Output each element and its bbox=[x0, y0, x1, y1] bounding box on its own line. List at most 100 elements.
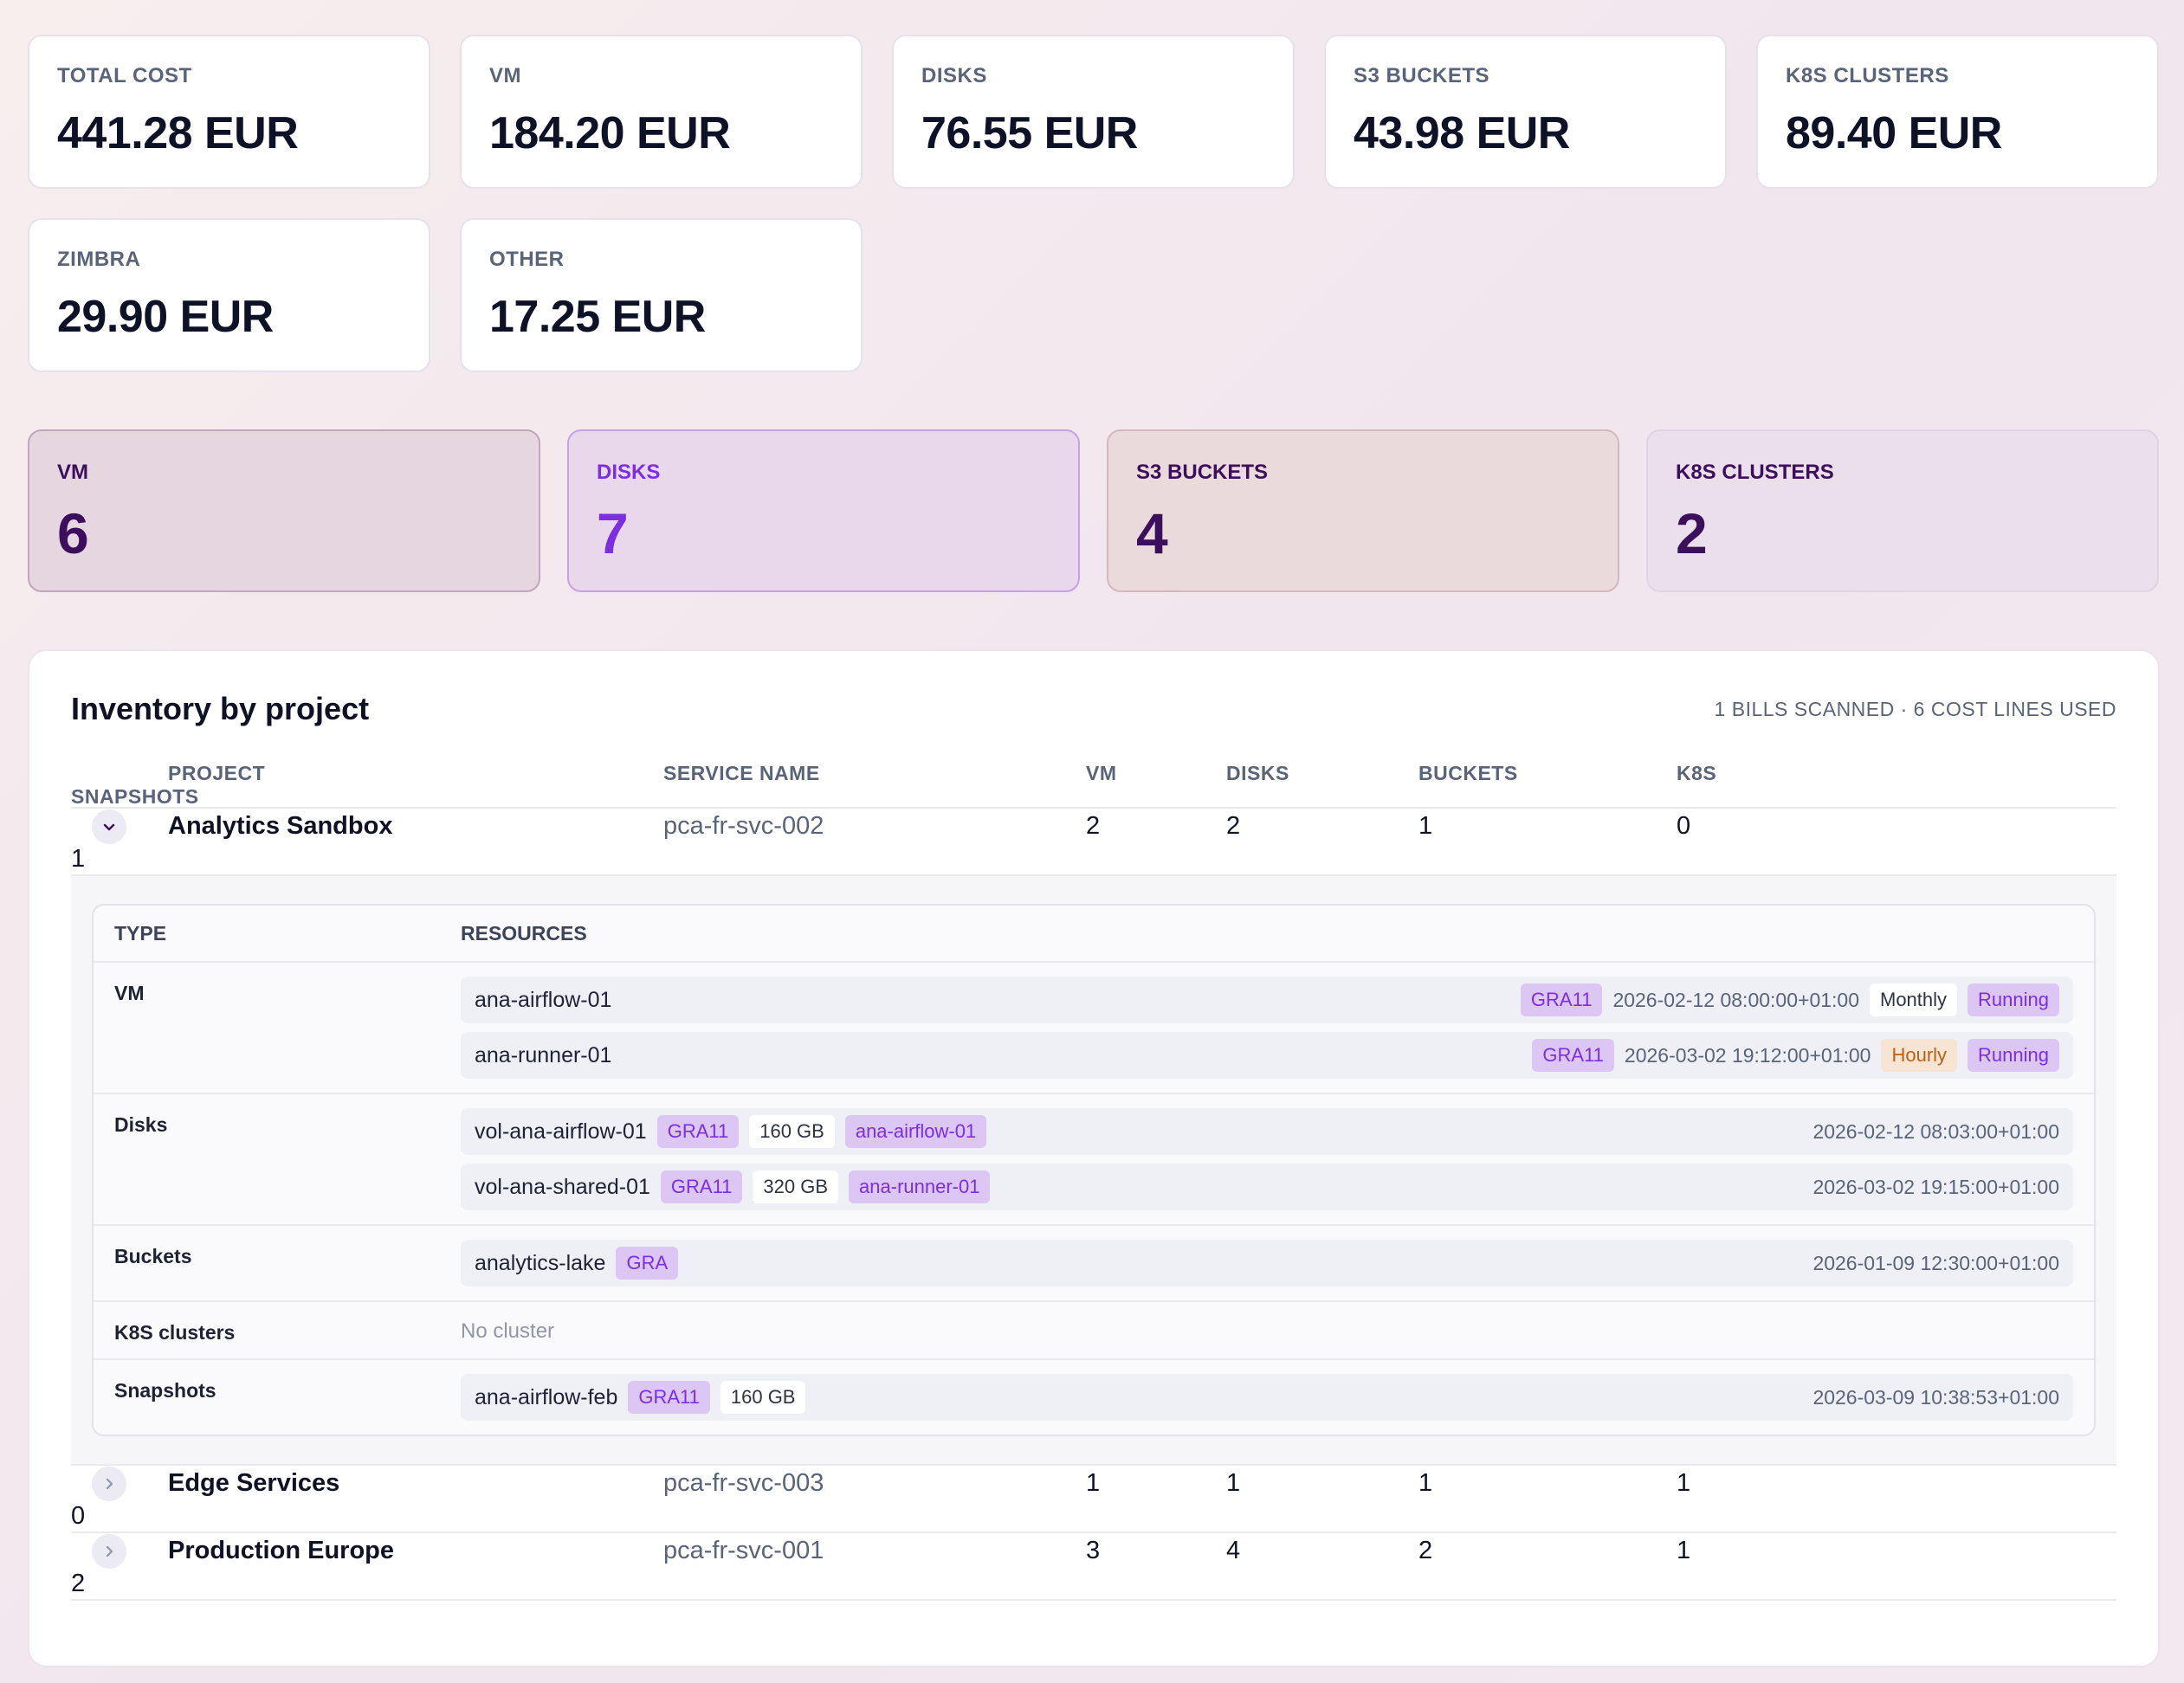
project-name: Production Europe bbox=[168, 1537, 394, 1565]
cost-card-s3: S3 BUCKETS 43.98 EUR bbox=[1324, 35, 1727, 189]
cost-card-total: TOTAL COST 441.28 EUR bbox=[28, 35, 430, 189]
count-card-s3[interactable]: S3 BUCKETS 4 bbox=[1107, 429, 1619, 592]
table-row[interactable]: Analytics Sandbox pca-fr-svc-002 2 2 1 0… bbox=[71, 809, 2116, 876]
resource-row-vm: VM ana-airflow-01 GRA11 2026-02-12 08:00… bbox=[94, 963, 2094, 1094]
project-detail: TYPE RESOURCES VM ana-airflow-01 GRA11 2… bbox=[71, 876, 2116, 1466]
billing-badge: Hourly bbox=[1881, 1039, 1958, 1072]
service-name: pca-fr-svc-003 bbox=[663, 1469, 824, 1498]
disks-count: 1 bbox=[1226, 1469, 1241, 1498]
snapshots-count: 1 bbox=[71, 845, 86, 874]
cost-card-disks: DISKS 76.55 EUR bbox=[892, 35, 1295, 189]
service-name: pca-fr-svc-001 bbox=[663, 1537, 824, 1565]
count-label: S3 BUCKETS bbox=[1136, 461, 1269, 484]
table-row[interactable]: Edge Services pca-fr-svc-003 1 1 1 1 0 bbox=[71, 1466, 2116, 1533]
disk-item[interactable]: vol-ana-airflow-01 GRA11 160 GB ana-airf… bbox=[461, 1108, 2073, 1155]
cost-value: 17.25 EUR bbox=[489, 292, 706, 342]
cost-cards: TOTAL COST 441.28 EUR VM 184.20 EUR DISK… bbox=[28, 35, 2160, 372]
column-header[interactable]: VM bbox=[1086, 762, 1117, 784]
count-value: 2 bbox=[1676, 501, 1708, 565]
resource-row-buckets: Buckets analytics-lake GRA 2026-01-09 12… bbox=[94, 1226, 2094, 1302]
cost-label: ZIMBRA bbox=[57, 248, 141, 271]
table-row[interactable]: Production Europe pca-fr-svc-001 3 4 2 1… bbox=[71, 1533, 2116, 1601]
snapshot-item[interactable]: ana-airflow-feb GRA11 160 GB 2026-03-09 … bbox=[461, 1374, 2073, 1421]
column-header: RESOURCES bbox=[461, 921, 587, 945]
resource-table-header: TYPE RESOURCES bbox=[94, 906, 2094, 963]
k8s-count: 1 bbox=[1677, 1469, 1691, 1498]
count-label: K8S CLUSTERS bbox=[1676, 461, 1834, 484]
dashboard: TOTAL COST 441.28 EUR VM 184.20 EUR DISK… bbox=[28, 35, 2160, 1667]
count-card-k8s[interactable]: K8S CLUSTERS 2 bbox=[1646, 429, 2159, 592]
project-name: Edge Services bbox=[168, 1469, 340, 1498]
region-badge: GRA bbox=[616, 1247, 679, 1280]
column-header: TYPE bbox=[114, 921, 167, 945]
vm-item[interactable]: ana-airflow-01 GRA11 2026-02-12 08:00:00… bbox=[461, 977, 2073, 1023]
timestamp: 2026-01-09 12:30:00+01:00 bbox=[1812, 1251, 2059, 1274]
count-card-disks[interactable]: DISKS 7 bbox=[567, 429, 1080, 592]
column-header[interactable]: PROJECT bbox=[168, 762, 266, 784]
column-header[interactable]: SERVICE NAME bbox=[663, 762, 820, 784]
status-badge: Running bbox=[1968, 1039, 2059, 1072]
billing-badge: Monthly bbox=[1870, 983, 1958, 1016]
vm-item[interactable]: ana-runner-01 GRA11 2026-03-02 19:12:00+… bbox=[461, 1032, 2073, 1079]
service-name: pca-fr-svc-002 bbox=[663, 812, 824, 841]
cost-label: DISKS bbox=[921, 64, 987, 87]
timestamp: 2026-03-02 19:15:00+01:00 bbox=[1812, 1175, 2059, 1198]
disk-item[interactable]: vol-ana-shared-01 GRA11 320 GB ana-runne… bbox=[461, 1164, 2073, 1210]
resource-row-snapshots: Snapshots ana-airflow-feb GRA11 160 GB 2… bbox=[94, 1360, 2094, 1435]
cost-value: 76.55 EUR bbox=[921, 108, 1138, 158]
cost-label: VM bbox=[489, 64, 521, 87]
resource-row-k8s: K8S clusters No cluster bbox=[94, 1302, 2094, 1360]
snapshots-count: 0 bbox=[71, 1502, 86, 1531]
resource-table: TYPE RESOURCES VM ana-airflow-01 GRA11 2… bbox=[92, 904, 2096, 1436]
chevron-down-icon[interactable] bbox=[92, 809, 126, 844]
resource-name: vol-ana-shared-01 bbox=[475, 1174, 650, 1199]
column-header[interactable]: SNAPSHOTS bbox=[71, 785, 199, 808]
count-card-vm[interactable]: VM 6 bbox=[28, 429, 540, 592]
cost-card-other: OTHER 17.25 EUR bbox=[460, 218, 863, 372]
region-badge: GRA11 bbox=[628, 1381, 710, 1414]
chevron-right-icon[interactable] bbox=[92, 1533, 126, 1569]
type-label: Snapshots bbox=[114, 1379, 216, 1402]
buckets-count: 2 bbox=[1418, 1537, 1433, 1565]
count-cards: VM 6 DISKS 7 S3 BUCKETS 4 K8S CLUSTERS 2 bbox=[28, 429, 2160, 592]
timestamp: 2026-02-12 08:03:00+01:00 bbox=[1812, 1119, 2059, 1143]
count-label: DISKS bbox=[597, 461, 661, 484]
cost-value: 184.20 EUR bbox=[489, 108, 731, 158]
type-label: Disks bbox=[114, 1113, 168, 1136]
cost-card-zimbra: ZIMBRA 29.90 EUR bbox=[28, 218, 430, 372]
column-header[interactable]: DISKS bbox=[1226, 762, 1289, 784]
disks-count: 2 bbox=[1226, 812, 1241, 841]
resource-name: analytics-lake bbox=[475, 1250, 606, 1275]
attached-vm-badge[interactable]: ana-airflow-01 bbox=[844, 1115, 987, 1148]
inventory-panel: Inventory by project 1 BILLS SCANNED · 6… bbox=[28, 649, 2160, 1667]
cost-value: 89.40 EUR bbox=[1786, 108, 2002, 158]
cost-label: TOTAL COST bbox=[57, 64, 192, 87]
resource-name: ana-airflow-feb bbox=[475, 1384, 618, 1409]
status-badge: Running bbox=[1968, 983, 2059, 1016]
count-value: 7 bbox=[597, 501, 629, 565]
count-value: 4 bbox=[1136, 501, 1168, 565]
timestamp: 2026-02-12 08:00:00+01:00 bbox=[1612, 988, 1859, 1011]
region-badge: GRA11 bbox=[1532, 1039, 1614, 1072]
timestamp: 2026-03-02 19:12:00+01:00 bbox=[1624, 1043, 1871, 1067]
bucket-item[interactable]: analytics-lake GRA 2026-01-09 12:30:00+0… bbox=[461, 1240, 2073, 1286]
cost-value: 441.28 EUR bbox=[57, 108, 299, 158]
disks-count: 4 bbox=[1226, 1537, 1241, 1565]
chevron-right-icon[interactable] bbox=[92, 1466, 126, 1501]
region-badge: GRA11 bbox=[656, 1115, 740, 1148]
column-header[interactable]: BUCKETS bbox=[1418, 762, 1518, 784]
attached-vm-badge[interactable]: ana-runner-01 bbox=[849, 1170, 991, 1203]
type-label: VM bbox=[114, 982, 145, 1004]
scan-summary: 1 BILLS SCANNED · 6 COST LINES USED bbox=[1714, 697, 2116, 720]
count-label: VM bbox=[57, 461, 88, 484]
cost-value: 29.90 EUR bbox=[57, 292, 274, 342]
region-badge: GRA11 bbox=[1520, 983, 1603, 1016]
cost-card-vm: VM 184.20 EUR bbox=[460, 35, 863, 189]
vm-count: 3 bbox=[1086, 1537, 1101, 1565]
column-header[interactable]: K8S bbox=[1677, 762, 1717, 784]
size-badge: 320 GB bbox=[753, 1170, 839, 1203]
cost-label: OTHER bbox=[489, 248, 565, 271]
project-name: Analytics Sandbox bbox=[168, 812, 393, 841]
table-header: PROJECT SERVICE NAME VM DISKS BUCKETS K8… bbox=[71, 762, 2116, 809]
snapshots-count: 2 bbox=[71, 1570, 86, 1598]
